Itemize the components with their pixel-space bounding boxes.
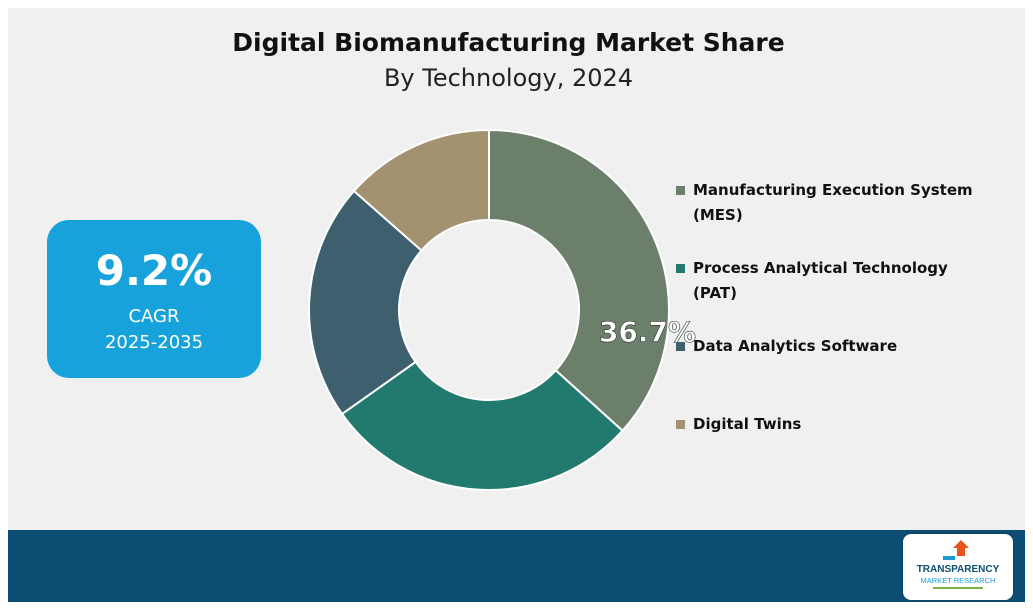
- cagr-years: 2025-2035: [104, 332, 204, 353]
- slice-digital-twins: [352, 128, 490, 252]
- footer-bar: [8, 530, 1025, 602]
- cagr-label: CAGR: [128, 306, 180, 327]
- company-logo: TRANSPARENCY MARKET RESEARCH: [903, 534, 1013, 600]
- cagr-value: 9.2%: [95, 246, 213, 295]
- slice-mes: [488, 128, 670, 433]
- tmr-logo-icon: TRANSPARENCY MARKET RESEARCH: [917, 540, 1000, 589]
- slice-pat: [340, 360, 624, 491]
- chart-title: Digital Biomanufacturing Market Share: [232, 28, 785, 57]
- legend-swatch-pat: [676, 264, 685, 273]
- legend-label-digital-twins: Digital Twins: [693, 415, 802, 433]
- legend-label-pat: Process Analytical Technology (PAT): [693, 259, 948, 302]
- svg-text:TRANSPARENCY: TRANSPARENCY: [917, 564, 1000, 575]
- legend-label-mes: Manufacturing Execution System (MES): [693, 181, 973, 224]
- chart-subtitle: By Technology, 2024: [383, 64, 634, 92]
- slice-data-analytics: [308, 189, 423, 416]
- legend-label-data-analytics: Data Analytics Software: [693, 337, 898, 355]
- legend-swatch-mes: [676, 186, 685, 195]
- cagr-card: 9.2% CAGR 2025-2035: [47, 220, 261, 378]
- svg-text:MARKET RESEARCH: MARKET RESEARCH: [921, 576, 996, 585]
- legend-swatch-digital-twins: [676, 420, 685, 429]
- legend-swatch-data-analytics: [676, 342, 685, 351]
